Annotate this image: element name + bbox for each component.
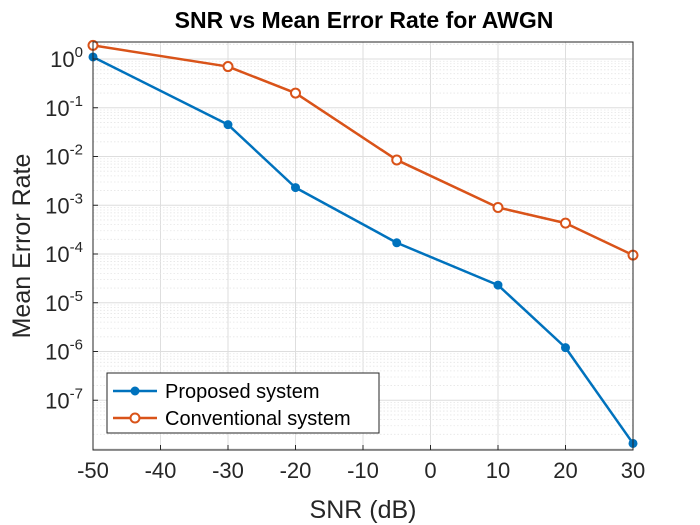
data-point [290, 87, 301, 99]
y-tick-exponent: -1 [70, 93, 83, 110]
y-tick-exponent: 0 [75, 44, 83, 61]
y-tick-base: 10 [45, 193, 69, 218]
x-tick-label: 10 [486, 458, 510, 483]
x-tick-label: -30 [212, 458, 244, 483]
x-tick-label: -50 [77, 458, 109, 483]
x-tick-label: -10 [347, 458, 379, 483]
data-point [392, 238, 402, 248]
y-tick-label: 10-5 [45, 288, 83, 316]
data-point [223, 120, 233, 130]
y-tick-label: 10-1 [45, 93, 83, 121]
y-tick-exponent: -4 [70, 239, 83, 256]
legend-label: Conventional system [165, 408, 351, 430]
chart-title: SNR vs Mean Error Rate for AWGN [175, 7, 554, 33]
y-tick-exponent: -7 [70, 385, 83, 402]
y-tick-exponent: -2 [70, 142, 83, 159]
y-tick-label: 10-2 [45, 142, 83, 170]
legend-label: Proposed system [165, 381, 320, 403]
y-tick-base: 10 [45, 291, 69, 316]
x-tick-label: -40 [145, 458, 177, 483]
y-tick-label: 10-4 [45, 239, 83, 267]
series-layer [87, 39, 639, 448]
data-point [391, 154, 403, 166]
y-tick-label: 10-7 [45, 385, 83, 413]
x-axis-ticks: -50 -40 -30 -20 -10 0 10 20 30 [77, 445, 645, 483]
y-tick-base: 10 [50, 47, 74, 72]
data-point [291, 183, 300, 193]
y-tick-base: 10 [45, 96, 69, 121]
legend-marker [130, 386, 140, 396]
y-tick-exponent: -6 [70, 337, 83, 354]
y-tick-exponent: -5 [70, 288, 83, 305]
x-tick-label: 30 [621, 458, 645, 483]
x-tick-label: 20 [553, 458, 577, 483]
x-tick-label: 0 [424, 458, 436, 483]
y-tick-base: 10 [45, 145, 69, 170]
data-point [561, 343, 570, 353]
y-tick-label: 10-3 [45, 190, 83, 218]
x-axis-label: SNR (dB) [310, 496, 417, 524]
x-tick-label: -20 [280, 458, 312, 483]
y-tick-base: 10 [45, 242, 69, 267]
data-point [493, 280, 503, 290]
y-axis-label: Mean Error Rate [8, 154, 36, 339]
legend-box [106, 372, 380, 434]
y-tick-base: 10 [45, 340, 69, 365]
y-tick-exponent: -3 [70, 190, 83, 207]
legend-marker [129, 412, 141, 424]
legend: Proposed system Conventional system [106, 372, 380, 434]
data-point [492, 201, 504, 213]
data-point [222, 61, 234, 73]
data-point [560, 217, 571, 229]
y-tick-label: 100 [50, 44, 83, 72]
y-tick-base: 10 [45, 388, 69, 413]
y-tick-label: 10-6 [45, 337, 83, 365]
